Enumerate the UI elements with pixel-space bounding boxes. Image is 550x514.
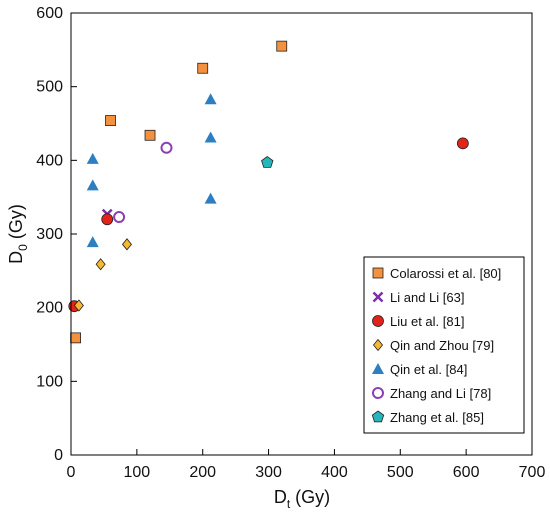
data-point <box>95 258 106 271</box>
x-tick-label: 300 <box>255 464 282 481</box>
series-qin-et-al-84 <box>86 93 217 248</box>
data-point <box>86 179 99 191</box>
data-point <box>86 152 99 164</box>
x-tick-label: 0 <box>67 464 76 481</box>
data-point <box>204 93 217 105</box>
y-tick-label: 200 <box>36 300 63 317</box>
legend-symbol-li-and-li-63 <box>372 291 384 303</box>
legend-symbol-liu-et-al-81 <box>372 315 384 327</box>
legend-box <box>363 256 525 434</box>
legend-label: Zhang and Li [78] <box>390 386 491 401</box>
y-tick-label: 600 <box>36 5 63 22</box>
y-axis-title: D0 (Gy) <box>6 204 30 264</box>
y-axis-title-subscript: 0 <box>16 244 30 251</box>
data-point <box>105 115 116 126</box>
x-axis-ticks: 0 100 200 300 400 500 600 700 <box>67 449 546 481</box>
y-axis-title-unit: (Gy) <box>6 204 26 244</box>
data-point <box>456 137 469 150</box>
x-axis-title-main: D <box>274 487 287 507</box>
y-tick-label: 500 <box>36 79 63 96</box>
legend-label: Liu et al. [81] <box>390 314 464 329</box>
data-point <box>101 213 114 226</box>
series-qin-and-zhou-79 <box>73 238 132 312</box>
legend-symbol-qin-et-al-84 <box>372 363 384 374</box>
data-point <box>121 238 132 251</box>
legend-symbol-qin-and-zhou-79 <box>372 338 384 352</box>
y-tick-label: 0 <box>54 447 63 464</box>
data-point <box>204 131 217 143</box>
data-point <box>113 211 126 224</box>
data-point <box>70 332 82 344</box>
x-axis-title: Dt (Gy) <box>274 487 330 511</box>
x-tick-label: 500 <box>387 464 414 481</box>
data-point <box>73 299 84 312</box>
data-point <box>160 141 173 154</box>
y-tick-label: 300 <box>36 226 63 243</box>
data-point <box>86 236 99 248</box>
legend: Colarossi et al. [80] Li and Li [63] Liu e… <box>363 256 525 434</box>
x-axis-title-unit: (Gy) <box>290 487 330 507</box>
series-zhang-et-al-85 <box>261 156 274 168</box>
data-point <box>276 40 288 52</box>
legend-label: Colarossi et al. [80] <box>390 266 501 281</box>
x-tick-label: 100 <box>124 464 151 481</box>
data-point <box>261 156 274 168</box>
legend-label: Zhang et al. [85] <box>390 410 484 425</box>
legend-label: Li and Li [63] <box>390 290 464 305</box>
legend-symbol-zhang-et-al-85 <box>371 410 385 423</box>
x-tick-label: 400 <box>321 464 348 481</box>
y-axis-ticks: 0 100 200 300 400 500 600 <box>36 5 77 464</box>
legend-symbol-colarossi-et-al-80 <box>372 267 384 279</box>
legend-label: Qin and Zhou [79] <box>390 338 494 353</box>
y-tick-label: 100 <box>36 373 63 390</box>
legend-symbol-zhang-and-li-78 <box>372 387 384 399</box>
y-tick-label: 400 <box>36 152 63 169</box>
plot-frame <box>70 12 533 456</box>
legend-label: Qin et al. [84] <box>390 362 467 377</box>
data-point <box>144 129 156 141</box>
data-point <box>197 62 209 74</box>
series-zhang-and-li-78 <box>113 141 173 224</box>
x-tick-label: 600 <box>453 464 480 481</box>
x-tick-label: 700 <box>519 464 546 481</box>
x-marker-stroke <box>372 291 384 303</box>
data-markers <box>68 40 469 344</box>
x-tick-label: 200 <box>189 464 216 481</box>
y-axis-title-main: D <box>6 251 26 264</box>
data-point <box>204 192 217 204</box>
x-axis-title-subscript: t <box>287 497 291 511</box>
